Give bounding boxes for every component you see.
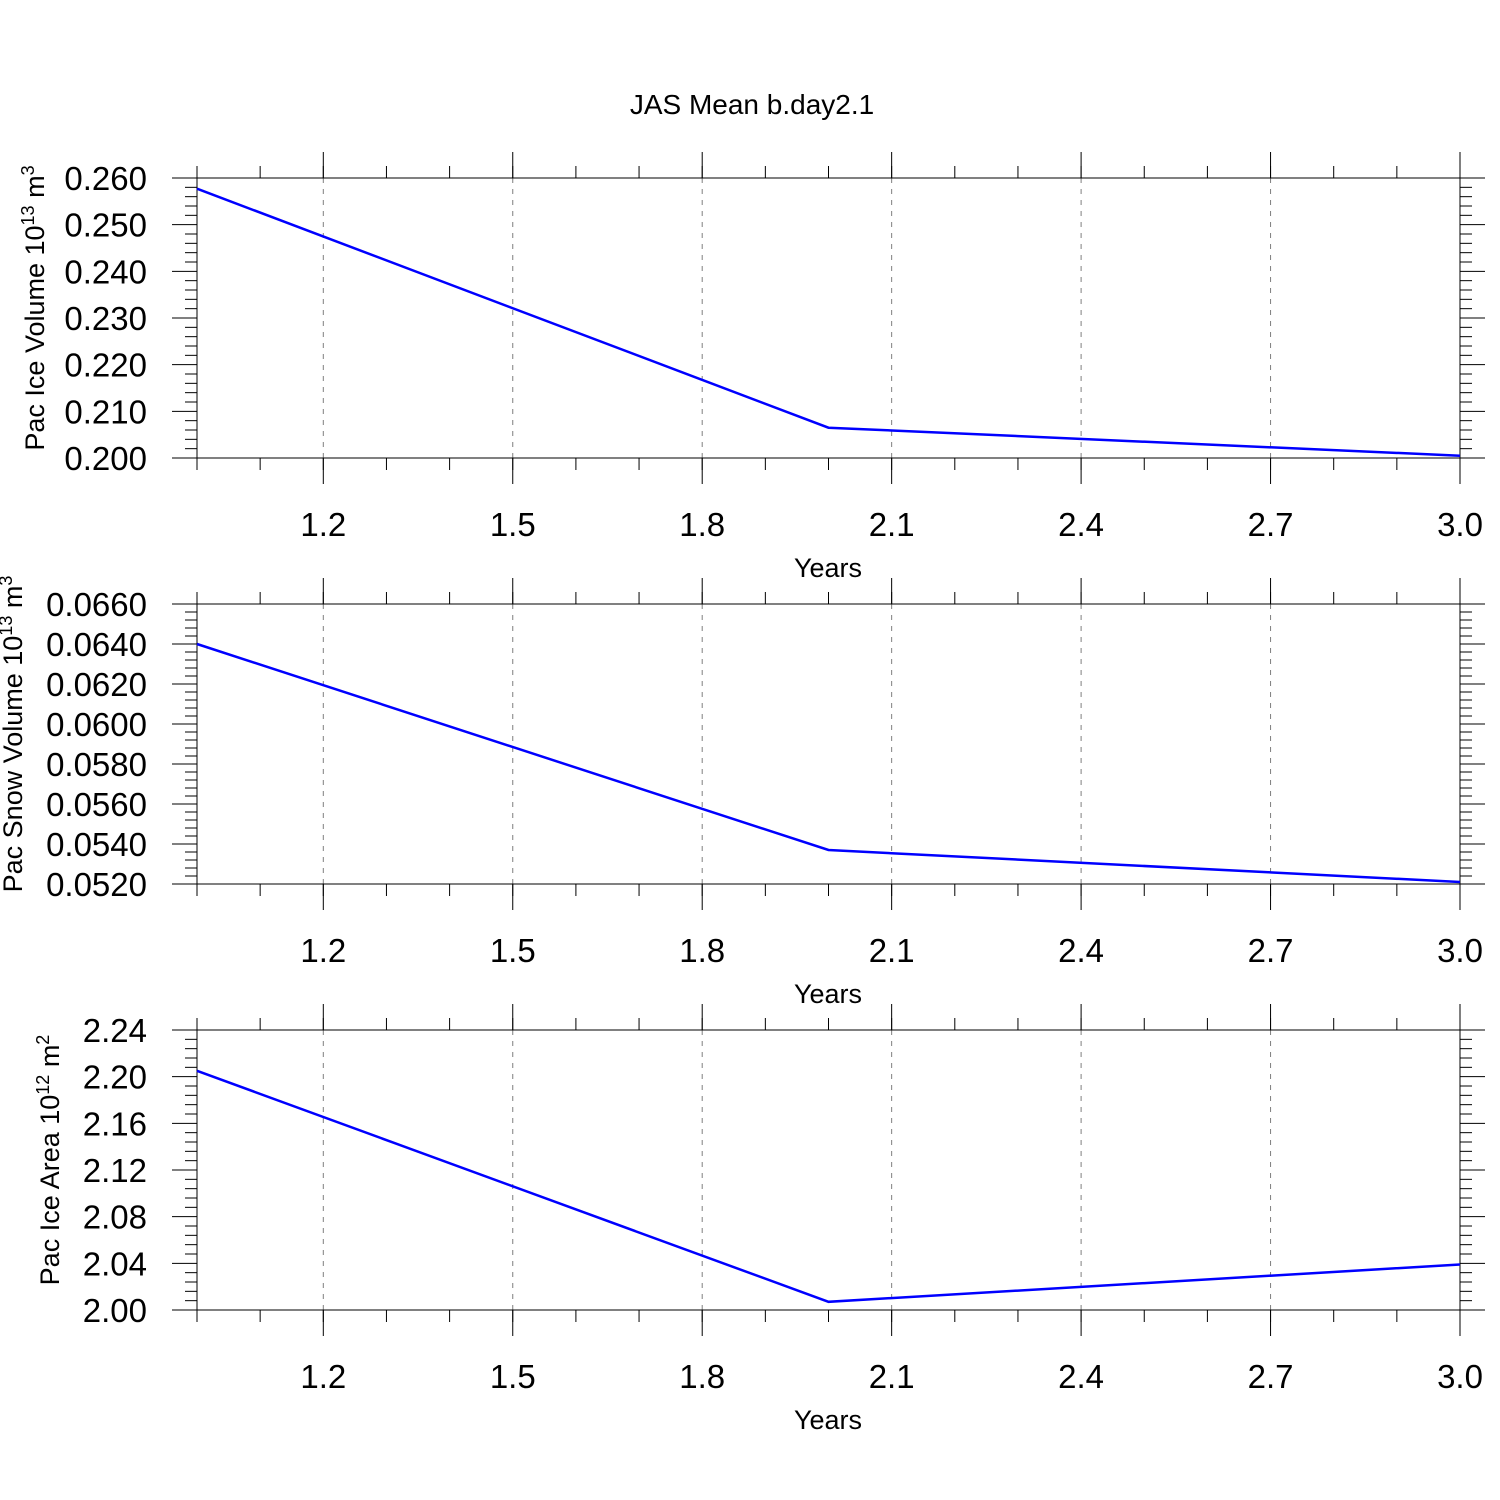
y-tick-label: 0.230	[64, 300, 147, 337]
y-tick-label: 2.20	[83, 1059, 147, 1096]
y-tick-label: 0.240	[64, 253, 147, 290]
plots-container: 1.2 1.5 1.8 2.1 2.4 2.7 3.0 Years 0.200 0.210 0.22…	[0, 152, 1485, 1435]
y-tick-label: 0.0660	[46, 586, 147, 623]
y-tick-label: 0.0580	[46, 746, 147, 783]
x-axis-label: Years	[794, 1405, 862, 1435]
x-tick-label: 2.7	[1248, 1358, 1294, 1395]
x-tick-label: 2.1	[869, 506, 915, 543]
y-tick-label: 0.0560	[46, 786, 147, 823]
y-tick-label: 0.0620	[46, 666, 147, 703]
y-tick-label: 0.0540	[46, 826, 147, 863]
chart-title: JAS Mean b.day2.1	[630, 89, 874, 120]
y-axis-label: Pac Ice Volume 1013 m3	[18, 165, 50, 450]
y-axis-label: Pac Snow Volume 1013 m3	[0, 576, 28, 893]
x-tick-label: 1.2	[300, 506, 346, 543]
x-tick-label: 2.7	[1248, 506, 1294, 543]
x-tick-label: 1.8	[679, 1358, 725, 1395]
x-tick-label: 2.7	[1248, 932, 1294, 969]
series-line	[196, 1069, 1461, 1304]
x-axis-label: Years	[794, 553, 862, 583]
x-tick-label: 1.8	[679, 506, 725, 543]
y-tick-label: 2.16	[83, 1105, 147, 1142]
y-tick-label: 0.0640	[46, 626, 147, 663]
x-tick-label: 1.8	[679, 932, 725, 969]
x-tick-label: 2.4	[1058, 932, 1104, 969]
y-tick-label: 0.250	[64, 207, 147, 244]
y-tick-label: 0.200	[64, 440, 147, 477]
x-tick-label: 1.5	[490, 506, 536, 543]
y-tick-label: 2.00	[83, 1292, 147, 1329]
series-line	[196, 187, 1461, 457]
x-tick-label: 3.0	[1437, 506, 1483, 543]
y-tick-label: 0.0520	[46, 866, 147, 903]
x-tick-label: 2.1	[869, 1358, 915, 1395]
y-tick-label: 2.04	[83, 1245, 147, 1282]
y-tick-label: 2.24	[83, 1012, 147, 1049]
y-tick-label: 0.0600	[46, 706, 147, 743]
y-axis-label: Pac Ice Area 1012 m2	[33, 1035, 65, 1286]
x-tick-label: 2.4	[1058, 506, 1104, 543]
x-tick-label: 3.0	[1437, 1358, 1483, 1395]
x-tick-label: 2.4	[1058, 1358, 1104, 1395]
y-tick-label: 0.260	[64, 160, 147, 197]
panel-1: 1.2 1.5 1.8 2.1 2.4 2.7 3.0 Years 0.200 0.210 0.22…	[18, 152, 1485, 583]
series-line	[196, 642, 1461, 884]
panel-2: 1.2 1.5 1.8 2.1 2.4 2.7 3.0Years0.05200.05400.…	[0, 576, 1485, 1009]
y-tick-label: 0.220	[64, 347, 147, 384]
x-axis-label: Years	[794, 979, 862, 1009]
x-tick-label: 2.1	[869, 932, 915, 969]
x-tick-label: 1.5	[490, 1358, 536, 1395]
x-tick-label: 1.2	[300, 1358, 346, 1395]
x-tick-label: 1.5	[490, 932, 536, 969]
x-tick-label: 3.0	[1437, 932, 1483, 969]
y-tick-label: 2.12	[83, 1152, 147, 1189]
y-tick-label: 2.08	[83, 1199, 147, 1236]
panel-3: 1.2 1.5 1.8 2.1 2.4 2.7 3.0 Years 2.00 2.04 2.08 2.…	[33, 1004, 1485, 1435]
y-tick-label: 0.210	[64, 393, 147, 430]
x-tick-label: 1.2	[300, 932, 346, 969]
